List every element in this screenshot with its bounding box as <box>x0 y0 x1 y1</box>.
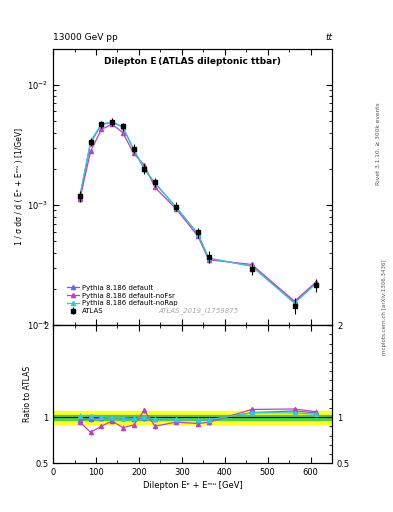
Line: Pythia 8.186 default: Pythia 8.186 default <box>78 120 318 304</box>
Pythia 8.186 default-noFsr <box>77 196 82 202</box>
Pythia 8.186 default <box>142 166 147 173</box>
Pythia 8.186 default <box>88 140 93 146</box>
Pythia 8.186 default-noRap <box>142 166 147 172</box>
Pythia 8.186 default <box>292 299 297 305</box>
Pythia 8.186 default-noFsr <box>99 126 104 133</box>
Pythia 8.186 default-noFsr <box>314 279 318 285</box>
Pythia 8.186 default-noFsr <box>142 162 147 168</box>
Line: Pythia 8.186 default-noFsr: Pythia 8.186 default-noFsr <box>78 122 318 303</box>
Pythia 8.186 default-noRap <box>249 263 254 269</box>
Pythia 8.186 default-noFsr <box>131 150 136 156</box>
Pythia 8.186 default <box>249 263 254 269</box>
Pythia 8.186 default <box>152 180 157 186</box>
Pythia 8.186 default-noFsr <box>174 206 179 212</box>
Pythia 8.186 default <box>120 124 125 130</box>
Pythia 8.186 default <box>99 122 104 128</box>
Pythia 8.186 default-noFsr <box>88 148 93 154</box>
Pythia 8.186 default <box>196 231 200 237</box>
Pythia 8.186 default-noFsr <box>152 184 157 190</box>
Pythia 8.186 default <box>314 280 318 286</box>
Pythia 8.186 default-noRap <box>88 138 93 144</box>
Y-axis label: Ratio to ATLAS: Ratio to ATLAS <box>23 366 32 422</box>
Pythia 8.186 default-noFsr <box>110 121 114 127</box>
Pythia 8.186 default <box>77 195 82 201</box>
Line: Pythia 8.186 default-noRap: Pythia 8.186 default-noRap <box>78 120 318 305</box>
Pythia 8.186 default-noRap <box>99 121 104 127</box>
Pythia 8.186 default-noRap <box>131 146 136 152</box>
Pythia 8.186 default-noRap <box>174 205 179 211</box>
Pythia 8.186 default-noRap <box>196 231 200 237</box>
Text: tt: tt <box>325 33 332 42</box>
Text: ATLAS_2019_I1759875: ATLAS_2019_I1759875 <box>158 307 238 314</box>
Text: Dilepton E (ATLAS dileptonic ttbar): Dilepton E (ATLAS dileptonic ttbar) <box>104 57 281 66</box>
Bar <box>53 411 332 424</box>
Pythia 8.186 default <box>206 255 211 261</box>
X-axis label: Dilepton Eᵉ + Eᵐᵘ [GeV]: Dilepton Eᵉ + Eᵐᵘ [GeV] <box>143 481 242 490</box>
Text: 13000 GeV pp: 13000 GeV pp <box>53 33 118 42</box>
Pythia 8.186 default-noFsr <box>249 261 254 267</box>
Pythia 8.186 default-noRap <box>77 193 82 199</box>
Pythia 8.186 default-noFsr <box>196 233 200 239</box>
Pythia 8.186 default-noRap <box>314 281 318 287</box>
Text: Rivet 3.1.10, ≥ 300k events: Rivet 3.1.10, ≥ 300k events <box>376 102 380 185</box>
Pythia 8.186 default-noRap <box>152 180 157 186</box>
Text: mcplots.cern.ch [arXiv:1306.3436]: mcplots.cern.ch [arXiv:1306.3436] <box>382 260 387 355</box>
Pythia 8.186 default-noFsr <box>120 130 125 136</box>
Pythia 8.186 default-noFsr <box>206 257 211 263</box>
Pythia 8.186 default-noRap <box>292 300 297 306</box>
Pythia 8.186 default <box>110 119 114 125</box>
Pythia 8.186 default <box>174 205 179 211</box>
Pythia 8.186 default-noRap <box>120 123 125 130</box>
Bar <box>53 415 332 420</box>
Pythia 8.186 default-noFsr <box>292 298 297 304</box>
Pythia 8.186 default <box>131 146 136 153</box>
Y-axis label: 1 / σ dσ / d ( Eᵉ + Eᵐᵘ ) [1/GeV]: 1 / σ dσ / d ( Eᵉ + Eᵐᵘ ) [1/GeV] <box>15 129 24 245</box>
Pythia 8.186 default-noRap <box>206 255 211 261</box>
Legend: Pythia 8.186 default, Pythia 8.186 default-noFsr, Pythia 8.186 default-noRap, AT: Pythia 8.186 default, Pythia 8.186 defau… <box>65 283 180 316</box>
Pythia 8.186 default-noRap <box>110 119 114 125</box>
